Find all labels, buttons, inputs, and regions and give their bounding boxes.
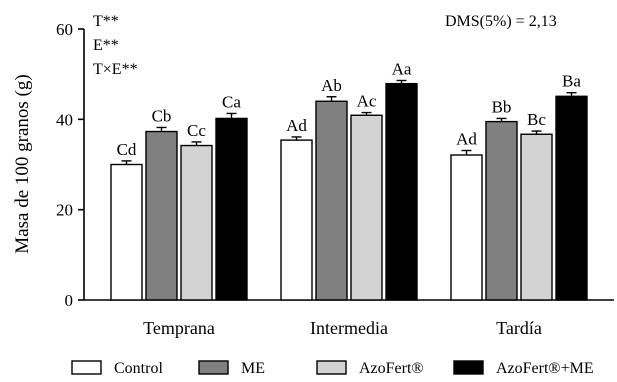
- bar-intermedia-azofert-me: [385, 82, 418, 301]
- bar-label-tard-a-azofert: Bc: [527, 110, 546, 129]
- x-tick-label-temprana: Temprana: [143, 318, 215, 338]
- y-tick-label-0: 0: [65, 291, 74, 310]
- x-tick-labels: Temprana Intermedia Tardía: [143, 318, 542, 338]
- y-tick-label-20: 20: [56, 201, 73, 220]
- bar-label-intermedia-control: Ad: [286, 116, 307, 135]
- bar-label-tard-a-azofert-me: Ba: [562, 72, 581, 91]
- bar-intermedia-me: [315, 100, 348, 301]
- significance-note-2: E**: [93, 37, 119, 54]
- bar-intermedia-control: [280, 139, 313, 301]
- y-tick-label-60: 60: [56, 20, 73, 39]
- bar-temprana-me: [145, 130, 178, 301]
- y-ticks: 0 20 40 60: [56, 20, 84, 310]
- significance-note-1: T**: [93, 13, 119, 30]
- bar-label-tard-a-control: Ad: [456, 129, 477, 148]
- bar-temprana-control: [110, 163, 143, 301]
- bar-temprana-azofert-me: [215, 117, 248, 301]
- bar-label-intermedia-azofert: Ac: [357, 92, 377, 111]
- dms-annotation: DMS(5%) = 2,13: [445, 13, 557, 30]
- bar-temprana-azofert: [180, 144, 213, 301]
- bar-label-temprana-me: Cb: [152, 106, 172, 125]
- legend: Control ME AzoFert® AzoFert®+ME: [71, 360, 594, 377]
- bar-tard-a-me: [485, 120, 518, 301]
- legend-swatch-azofert-me: [453, 360, 484, 375]
- legend-label-control: Control: [114, 360, 163, 377]
- bar-tard-a-azofert: [520, 133, 553, 301]
- bar-intermedia-azofert: [350, 114, 383, 301]
- bars: Cd Cb Cc Ca Ad Ab Ac Aa Ad Bb Bc Ba: [110, 59, 588, 301]
- legend-swatch-control: [71, 360, 102, 375]
- x-tick-label-intermedia: Intermedia: [310, 318, 388, 338]
- bar-tard-a-azofert-me: [555, 95, 588, 301]
- bar-tard-a-control: [450, 154, 483, 301]
- legend-label-azofert-me: AzoFert®+ME: [496, 360, 594, 377]
- y-axis-title: Masa de 100 granos (g): [12, 74, 33, 253]
- bar-label-tard-a-me: Bb: [492, 97, 512, 116]
- bar-label-temprana-control: Cd: [117, 140, 137, 159]
- legend-label-azofert: AzoFert®: [359, 360, 424, 377]
- legend-label-me: ME: [241, 360, 265, 377]
- bar-label-intermedia-me: Ab: [321, 76, 342, 95]
- significance-note-3: T×E**: [93, 61, 138, 78]
- x-tick-label-tard-a: Tardía: [496, 318, 542, 338]
- bar-label-temprana-azofert: Cc: [187, 121, 206, 140]
- bar-label-intermedia-azofert-me: Aa: [392, 59, 412, 78]
- y-tick-label-40: 40: [56, 110, 73, 129]
- legend-swatch-azofert: [316, 360, 347, 375]
- legend-swatch-me: [198, 360, 229, 375]
- bar-label-temprana-azofert-me: Ca: [222, 92, 241, 111]
